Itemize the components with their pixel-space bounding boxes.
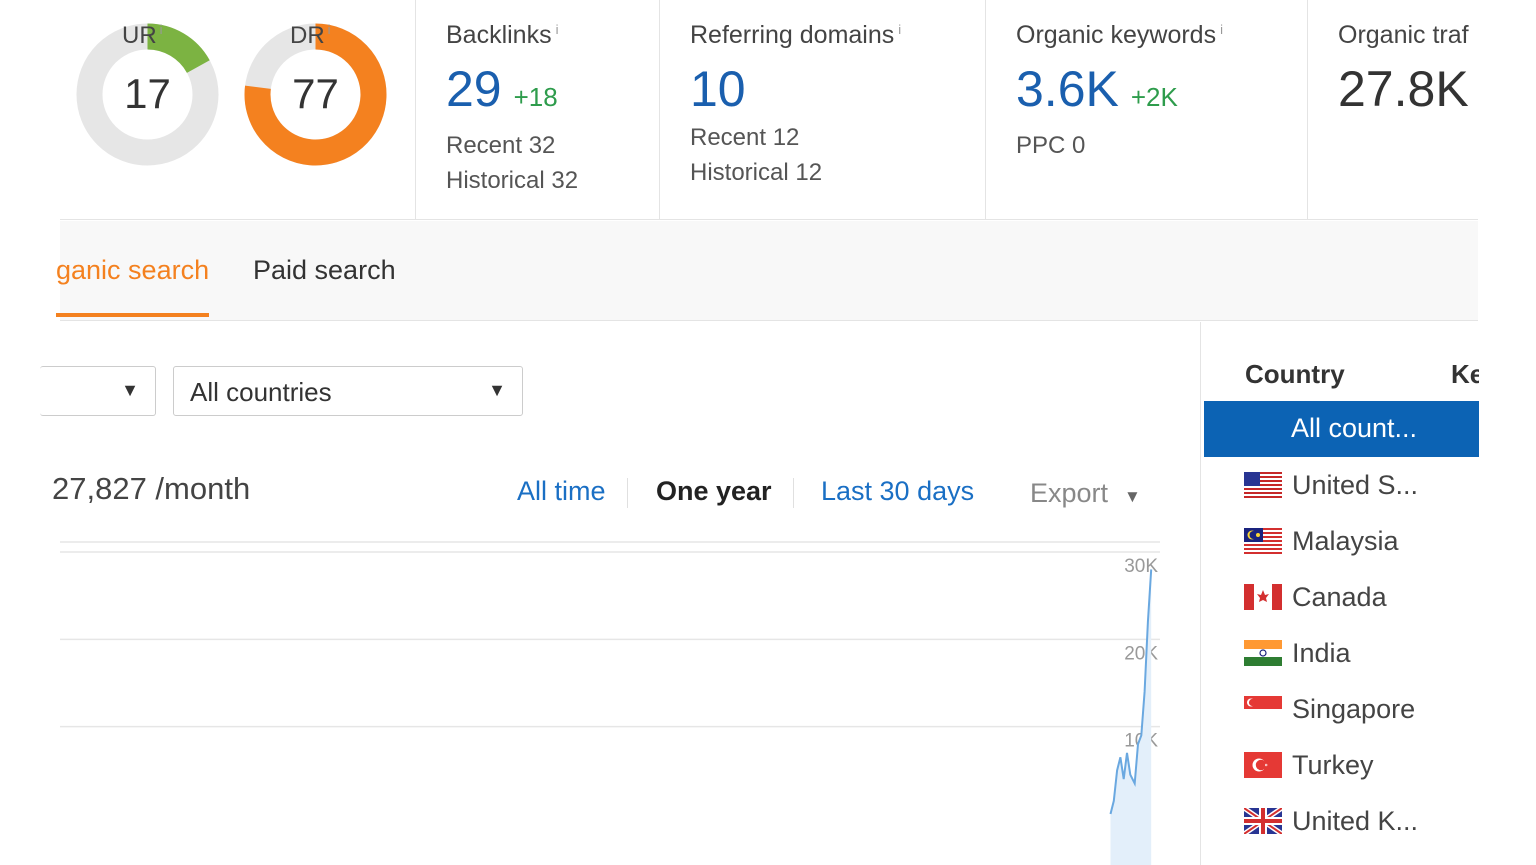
referring-domains-info-icon[interactable]: i xyxy=(898,21,902,37)
us-flag-icon xyxy=(1244,472,1282,498)
backlinks-value[interactable]: 29 +18 xyxy=(446,61,558,117)
first-filter-select[interactable]: ▼ xyxy=(40,366,156,416)
organic-keywords-metric: Organic keywords i 3.6K +2K PPC 0 xyxy=(985,0,1307,220)
traffic-chart: 30K20K10K xyxy=(60,540,1160,865)
country-row-united-kingdom[interactable]: United K... xyxy=(1204,793,1479,849)
tab-organic-search[interactable]: ganic search xyxy=(56,255,210,317)
ur-info-icon[interactable]: i xyxy=(159,22,163,37)
country-name: Canada xyxy=(1292,582,1387,612)
range-one-year[interactable]: One year xyxy=(656,476,772,506)
uk-flag-icon xyxy=(1244,808,1282,834)
malaysia-flag-icon xyxy=(1244,528,1282,554)
country-row-united-states[interactable]: United S... xyxy=(1204,457,1479,513)
canada-flag-icon xyxy=(1244,584,1282,610)
country-name: Malaysia xyxy=(1292,526,1399,556)
metrics-strip: UR i 17 DR i 77 Backlinks i 29 +18 Recent 32… xyxy=(60,0,1478,220)
ur-value: 17 xyxy=(124,70,171,117)
backlinks-recent: Recent 32 xyxy=(446,132,556,159)
ppc-value: PPC 0 xyxy=(1016,132,1086,159)
ur-gauge[interactable]: UR i 17 xyxy=(75,22,220,167)
ur-gauge-ring xyxy=(76,23,219,166)
range-divider xyxy=(793,478,794,508)
referring-domains-historical: Historical 12 xyxy=(690,159,823,186)
country-row-singapore[interactable]: Singapore xyxy=(1204,681,1479,737)
backlinks-historical: Historical 32 xyxy=(446,167,579,194)
country-row-malaysia[interactable]: Malaysia xyxy=(1204,513,1479,569)
country-column-header[interactable]: Country xyxy=(1245,359,1345,389)
country-name: Singapore xyxy=(1292,694,1416,724)
caret-down-icon: ▼ xyxy=(121,380,139,400)
traffic-line xyxy=(1109,569,1153,815)
country-panel: Country Ke All count... United S... Mala… xyxy=(1200,322,1479,865)
range-divider xyxy=(627,478,628,508)
countries-select-value: All countries xyxy=(190,377,332,407)
dr-label: DR i xyxy=(290,22,331,49)
keywords-column-header[interactable]: Ke xyxy=(1451,359,1479,389)
organic-traffic-value: 27.8K xyxy=(1338,61,1469,117)
backlinks-info-icon[interactable]: i xyxy=(555,21,559,37)
range-all-time[interactable]: All time xyxy=(517,476,606,506)
country-name: All count... xyxy=(1291,413,1418,443)
ur-label: UR i xyxy=(122,22,163,49)
export-button[interactable]: Export ▼ xyxy=(1030,478,1141,509)
backlinks-title: Backlinks i xyxy=(446,21,559,49)
dr-info-icon[interactable]: i xyxy=(327,22,331,37)
organic-keywords-info-icon[interactable]: i xyxy=(1220,21,1223,37)
export-label: Export xyxy=(1030,478,1109,508)
india-flag-icon xyxy=(1244,640,1282,666)
caret-down-icon: ▼ xyxy=(488,380,506,400)
country-row-canada[interactable]: Canada xyxy=(1204,569,1479,625)
referring-domains-title: Referring domains i xyxy=(690,21,902,49)
country-row-turkey[interactable]: Turkey xyxy=(1204,737,1479,793)
traffic-chart-svg: 30K20K10K xyxy=(60,541,1160,865)
dr-value: 77 xyxy=(292,70,339,117)
organic-traffic-title: Organic traf xyxy=(1338,21,1469,49)
dr-gauge[interactable]: DR i 77 xyxy=(243,22,388,167)
country-name: United K... xyxy=(1292,806,1419,836)
countries-select[interactable]: All countries ▼ xyxy=(173,366,523,416)
backlinks-metric: Backlinks i 29 +18 Recent 32 Historical 32 xyxy=(415,0,659,220)
country-name: Turkey xyxy=(1292,750,1374,780)
backlinks-delta: +18 xyxy=(513,82,558,112)
referring-domains-metric: Referring domains i 10 Recent 12 Historic… xyxy=(659,0,985,220)
turkey-flag-icon xyxy=(1244,752,1282,778)
country-name: United S... xyxy=(1292,470,1419,500)
referring-domains-value[interactable]: 10 xyxy=(690,61,746,117)
caret-down-icon: ▼ xyxy=(1124,487,1141,506)
organic-keywords-value[interactable]: 3.6K +2K xyxy=(1016,61,1178,117)
y-tick-label: 30K xyxy=(1124,556,1158,577)
organic-keywords-delta: +2K xyxy=(1130,82,1178,112)
y-tick-label: 20K xyxy=(1124,643,1158,664)
country-name: India xyxy=(1292,638,1351,668)
organic-traffic-metric: Organic traf 27.8K xyxy=(1307,0,1478,220)
tab-paid-search[interactable]: Paid search xyxy=(253,255,396,285)
traffic-summary: 27,827 /month xyxy=(52,471,251,506)
range-last-30-days[interactable]: Last 30 days xyxy=(821,476,975,506)
country-row-all[interactable]: All count... xyxy=(1204,401,1479,457)
search-type-tabs: ganic search Paid search xyxy=(56,221,1478,321)
dr-gauge-ring xyxy=(244,23,387,166)
country-row-india[interactable]: India xyxy=(1204,625,1479,681)
organic-keywords-title: Organic keywords i xyxy=(1016,21,1223,49)
traffic-area xyxy=(1110,569,1152,865)
singapore-flag-icon xyxy=(1244,696,1282,722)
referring-domains-recent: Recent 12 xyxy=(690,124,800,151)
